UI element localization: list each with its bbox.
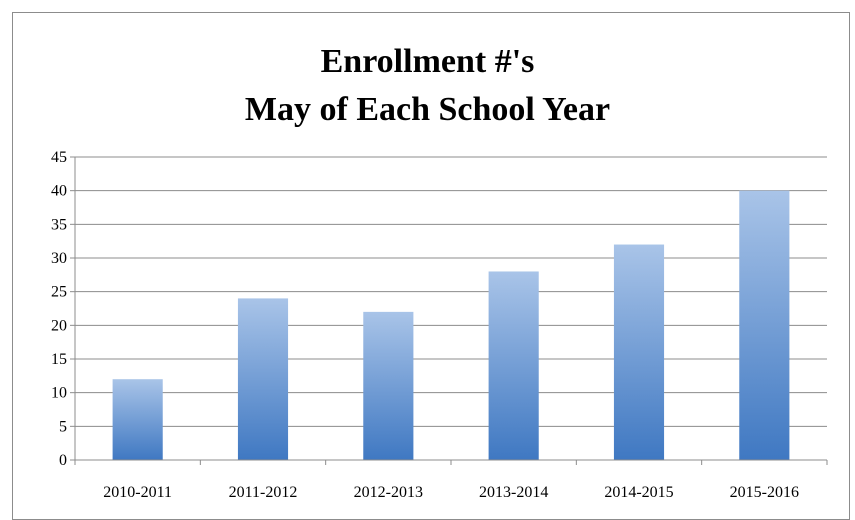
y-tick-label: 20 bbox=[51, 317, 67, 334]
x-tick-label: 2010-2011 bbox=[103, 484, 172, 501]
y-tick-labels: 0 5 10 15 20 25 30 35 40 45 bbox=[51, 149, 67, 469]
x-tick-label: 2013-2014 bbox=[479, 484, 548, 501]
bar-2014-2015 bbox=[613, 244, 665, 460]
gridlines bbox=[70, 156, 827, 461]
chart-title-line-2: May of Each School Year bbox=[244, 91, 611, 128]
axes bbox=[74, 157, 828, 465]
chart-title: Enrollment #'s May of Each School Year bbox=[0, 38, 855, 134]
y-tick-label: 40 bbox=[51, 183, 67, 200]
chart-title-line-1: Enrollment #'s bbox=[320, 43, 535, 80]
y-tick-label: 0 bbox=[59, 452, 67, 469]
y-tick-label: 30 bbox=[51, 250, 67, 267]
y-tick-label: 10 bbox=[51, 385, 67, 402]
bar-2012-2013 bbox=[363, 311, 414, 460]
x-tick-label: 2014-2015 bbox=[604, 484, 673, 501]
x-tick-label: 2015-2016 bbox=[730, 484, 799, 501]
bar-2011-2012 bbox=[237, 298, 289, 460]
bar-2013-2014 bbox=[488, 271, 539, 460]
bar-2015-2016 bbox=[739, 190, 790, 460]
y-tick-label: 35 bbox=[51, 216, 67, 233]
bar-2010-2011 bbox=[112, 379, 163, 460]
y-tick-label: 5 bbox=[59, 418, 67, 435]
x-tick-labels: 2010-2011 2011-2012 2012-2013 2013-2014 2014… bbox=[103, 484, 799, 501]
x-tick-label: 2011-2012 bbox=[229, 484, 298, 501]
y-tick-label: 25 bbox=[51, 284, 67, 301]
bars bbox=[112, 190, 790, 460]
y-tick-label: 15 bbox=[51, 351, 67, 368]
y-tick-label: 45 bbox=[51, 149, 67, 166]
x-tick-label: 2012-2013 bbox=[354, 484, 423, 501]
